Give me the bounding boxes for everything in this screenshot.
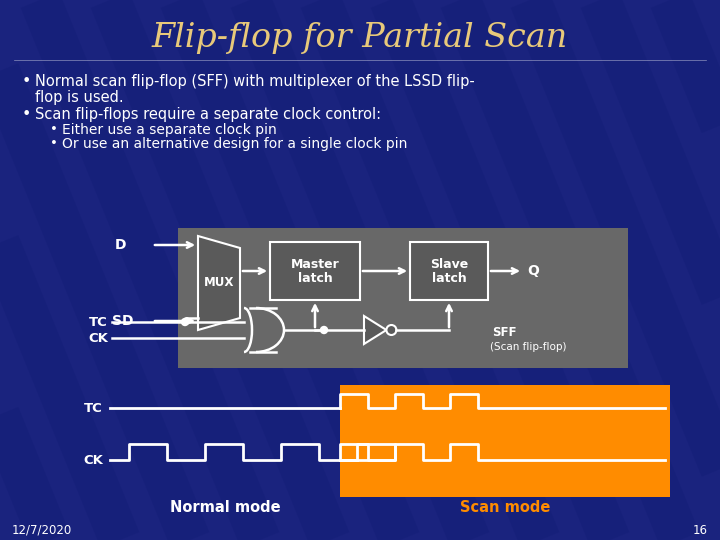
Text: CK: CK [83,454,103,467]
Bar [410,242,488,300]
Text: Scan flip-flops require a separate clock control:: Scan flip-flops require a separate clock… [35,107,381,122]
Bar [178,228,628,368]
Text: SFF: SFF [492,327,516,340]
Text: latch: latch [297,273,333,286]
Polygon shape [364,316,387,344]
Text: TC: TC [89,315,108,328]
Bar [340,385,670,497]
Text: (Scan flip-flop): (Scan flip-flop) [490,342,567,352]
Text: Normal scan flip-flop (SFF) with multiplexer of the LSSD flip-: Normal scan flip-flop (SFF) with multipl… [35,74,474,89]
Text: 16: 16 [693,523,708,537]
Text: D: D [115,238,127,252]
Text: •: • [22,107,32,122]
Polygon shape [198,236,240,330]
Text: Flip-flop for Partial Scan: Flip-flop for Partial Scan [152,22,568,54]
Text: Either use a separate clock pin: Either use a separate clock pin [62,123,276,137]
Text: Normal mode: Normal mode [170,500,280,515]
Text: Or use an alternative design for a single clock pin: Or use an alternative design for a singl… [62,137,408,151]
Circle shape [320,327,328,334]
Text: •: • [50,137,58,150]
Circle shape [387,325,397,335]
Text: Q: Q [527,264,539,278]
Text: Master: Master [291,259,339,272]
Text: •: • [50,123,58,136]
Bar [270,242,360,300]
Text: flop is used.: flop is used. [35,90,124,105]
Circle shape [181,319,189,326]
Text: 12/7/2020: 12/7/2020 [12,523,72,537]
Text: MUX: MUX [204,276,234,289]
Text: Scan mode: Scan mode [460,500,550,515]
Text: •: • [22,74,32,89]
Text: TC: TC [84,402,103,415]
Text: CK: CK [88,332,108,345]
Text: latch: latch [431,273,467,286]
Text: Slave: Slave [430,259,468,272]
Text: SD: SD [112,314,133,328]
